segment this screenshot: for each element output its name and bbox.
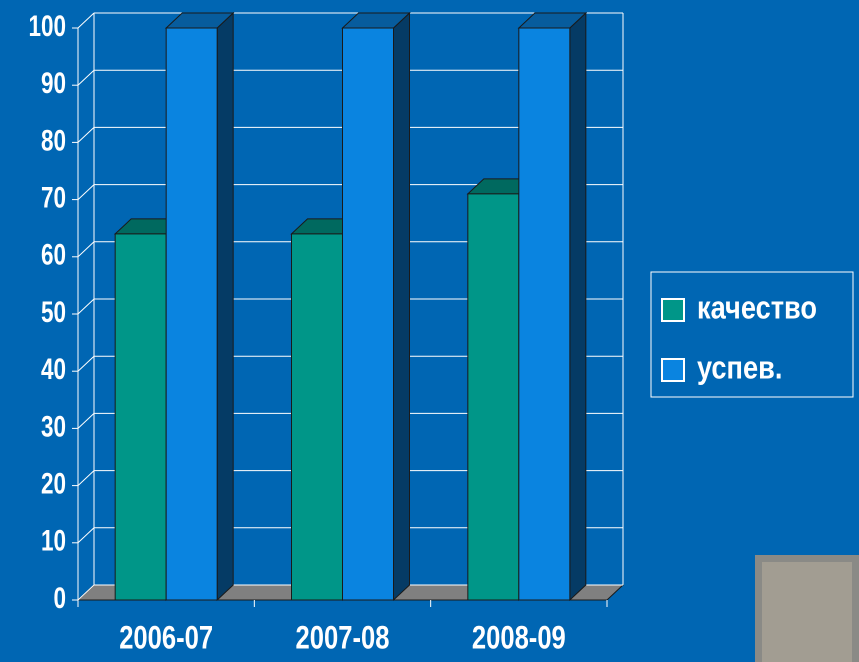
bar bbox=[166, 13, 233, 600]
chart: 0 10 20 30 40 50 60 70 80 90 100 2006-07 2007-08 2008… bbox=[0, 0, 859, 662]
legend-label: успев. bbox=[697, 350, 782, 386]
thumbnail-inner bbox=[762, 562, 852, 662]
bar-front bbox=[292, 234, 343, 600]
legend-swatch bbox=[662, 299, 684, 321]
y-tick-label: 60 bbox=[41, 238, 66, 272]
legend-swatch bbox=[662, 359, 684, 381]
y-tick-label: 80 bbox=[41, 123, 66, 157]
y-tick-label: 50 bbox=[41, 295, 66, 329]
page: 0 10 20 30 40 50 60 70 80 90 100 2006-07 2007-08 2008… bbox=[0, 0, 859, 662]
legend-label: качество bbox=[697, 290, 817, 326]
bar-front bbox=[115, 234, 166, 600]
bar bbox=[519, 13, 586, 600]
bar-front bbox=[468, 194, 519, 600]
bar bbox=[343, 13, 410, 600]
y-tick-label: 70 bbox=[41, 180, 66, 214]
y-tick-label: 20 bbox=[41, 466, 66, 500]
y-tick-label: 0 bbox=[53, 581, 66, 615]
x-tick-label: 2008-09 bbox=[472, 621, 566, 656]
bar-front bbox=[166, 28, 217, 600]
bar-side bbox=[570, 13, 586, 600]
x-tick-label: 2006-07 bbox=[119, 621, 213, 656]
bar-front bbox=[519, 28, 570, 600]
bar-side bbox=[217, 13, 233, 600]
bar-side bbox=[394, 13, 410, 600]
y-tick-label: 90 bbox=[41, 66, 66, 100]
bar-front bbox=[343, 28, 394, 600]
y-tick-label: 30 bbox=[41, 409, 66, 443]
y-tick-label: 10 bbox=[41, 524, 66, 558]
y-tick-label: 40 bbox=[41, 352, 66, 386]
y-tick-label: 100 bbox=[28, 9, 66, 43]
x-tick-label: 2007-08 bbox=[296, 621, 390, 656]
